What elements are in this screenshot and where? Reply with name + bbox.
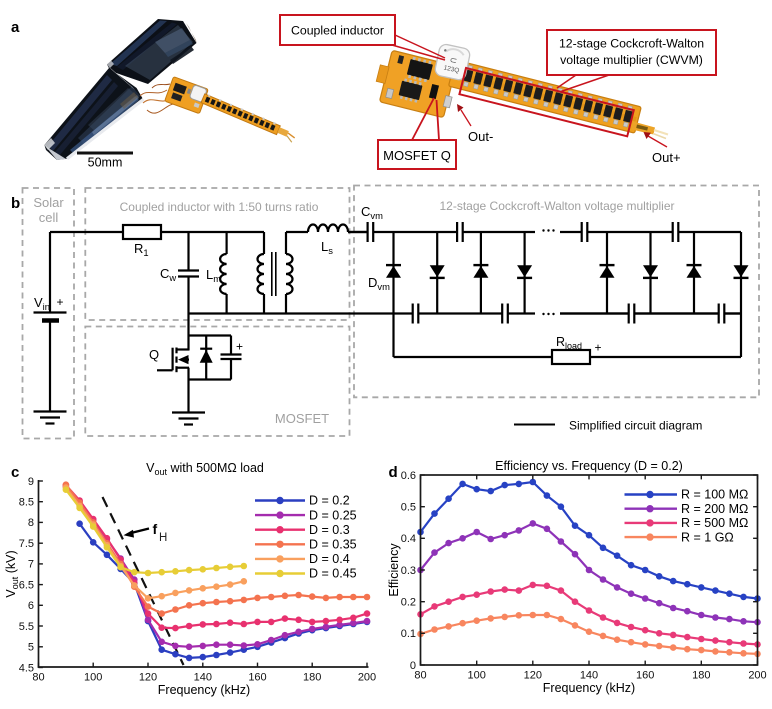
- svg-text:80: 80: [414, 670, 426, 682]
- svg-text:d: d: [389, 464, 398, 481]
- svg-text:0.3: 0.3: [401, 565, 416, 577]
- svg-text:7: 7: [28, 559, 34, 571]
- svg-text:MOSFET: MOSFET: [275, 411, 329, 426]
- svg-text:R = 200 MΩ: R = 200 MΩ: [681, 502, 748, 516]
- svg-text:R = 100 MΩ: R = 100 MΩ: [681, 488, 748, 502]
- svg-text:D = 0.2: D = 0.2: [309, 494, 350, 508]
- svg-text:Vout with 500MΩ load: Vout with 500MΩ load: [146, 461, 264, 477]
- svg-text:0: 0: [410, 660, 416, 672]
- svg-text:180: 180: [303, 672, 321, 684]
- svg-text:4.5: 4.5: [19, 662, 34, 674]
- svg-text:voltage multiplier (CWVM): voltage multiplier (CWVM): [560, 53, 703, 67]
- svg-text:80: 80: [32, 672, 44, 684]
- svg-text:160: 160: [636, 670, 654, 682]
- svg-text:c: c: [11, 464, 19, 481]
- svg-text:b: b: [11, 195, 20, 212]
- svg-text:+: +: [595, 341, 602, 355]
- svg-text:160: 160: [248, 672, 266, 684]
- svg-text:D = 0.45: D = 0.45: [309, 567, 357, 581]
- svg-text:6.5: 6.5: [19, 579, 34, 591]
- svg-text:Solar: Solar: [33, 195, 64, 210]
- svg-text:Simplified circuit diagram: Simplified circuit diagram: [569, 419, 702, 433]
- svg-text:a: a: [11, 19, 20, 36]
- svg-text:100: 100: [84, 672, 102, 684]
- svg-text:Vout (kV): Vout (kV): [4, 550, 20, 597]
- svg-text:D = 0.25: D = 0.25: [309, 508, 357, 522]
- svg-text:Out+: Out+: [652, 150, 681, 165]
- svg-text:Out-: Out-: [468, 129, 493, 144]
- svg-text:0.2: 0.2: [401, 597, 416, 609]
- svg-text:Coupled inductor: Coupled inductor: [291, 24, 384, 38]
- svg-text:7.5: 7.5: [19, 538, 34, 550]
- svg-text:Efficiency: Efficiency: [387, 543, 401, 597]
- svg-text:f: f: [153, 521, 158, 537]
- svg-text:⊂: ⊂: [449, 55, 458, 66]
- svg-text:12-stage Cockcroft-Walton volt: 12-stage Cockcroft-Walton voltage multip…: [440, 199, 675, 213]
- svg-text:D = 0.4: D = 0.4: [309, 552, 350, 566]
- svg-text:50mm: 50mm: [88, 156, 123, 170]
- svg-text:+: +: [236, 340, 243, 354]
- svg-text:180: 180: [692, 670, 710, 682]
- svg-text:R = 1 GΩ: R = 1 GΩ: [681, 530, 734, 544]
- svg-text:12-stage Cockcroft-Walton: 12-stage Cockcroft-Walton: [559, 37, 704, 51]
- svg-text:140: 140: [194, 672, 212, 684]
- svg-text:0.5: 0.5: [401, 502, 416, 514]
- svg-text:R = 500 MΩ: R = 500 MΩ: [681, 516, 748, 530]
- svg-text:0.1: 0.1: [401, 628, 416, 640]
- svg-text:5: 5: [28, 642, 34, 654]
- svg-text:200: 200: [748, 670, 766, 682]
- svg-text:8.5: 8.5: [19, 497, 34, 509]
- svg-text:5.5: 5.5: [19, 621, 34, 633]
- svg-text:123Q: 123Q: [443, 64, 460, 74]
- svg-text:9: 9: [28, 476, 34, 488]
- svg-text:120: 120: [139, 672, 157, 684]
- svg-text:140: 140: [580, 670, 598, 682]
- svg-text:Frequency (kHz): Frequency (kHz): [543, 681, 635, 695]
- svg-text:200: 200: [358, 672, 376, 684]
- svg-text:cell: cell: [39, 210, 59, 225]
- svg-text:D = 0.35: D = 0.35: [309, 538, 357, 552]
- svg-text:100: 100: [468, 670, 486, 682]
- svg-text:MOSFET Q: MOSFET Q: [383, 148, 451, 163]
- svg-text:+: +: [57, 295, 64, 309]
- svg-text:H: H: [159, 532, 167, 544]
- svg-text:Efficiency vs. Frequency (D =: Efficiency vs. Frequency (D = 0.2): [495, 459, 683, 473]
- svg-text:Frequency (kHz): Frequency (kHz): [158, 683, 250, 697]
- svg-text:6: 6: [28, 600, 34, 612]
- svg-text:D = 0.3: D = 0.3: [309, 523, 350, 537]
- svg-text:120: 120: [524, 670, 542, 682]
- svg-text:0.6: 0.6: [401, 470, 416, 482]
- svg-text:0.4: 0.4: [401, 533, 416, 545]
- svg-text:8: 8: [28, 517, 34, 529]
- svg-text:Q: Q: [149, 347, 159, 362]
- svg-text:Coupled inductor with 1:50 tur: Coupled inductor with 1:50 turns ratio: [120, 200, 319, 214]
